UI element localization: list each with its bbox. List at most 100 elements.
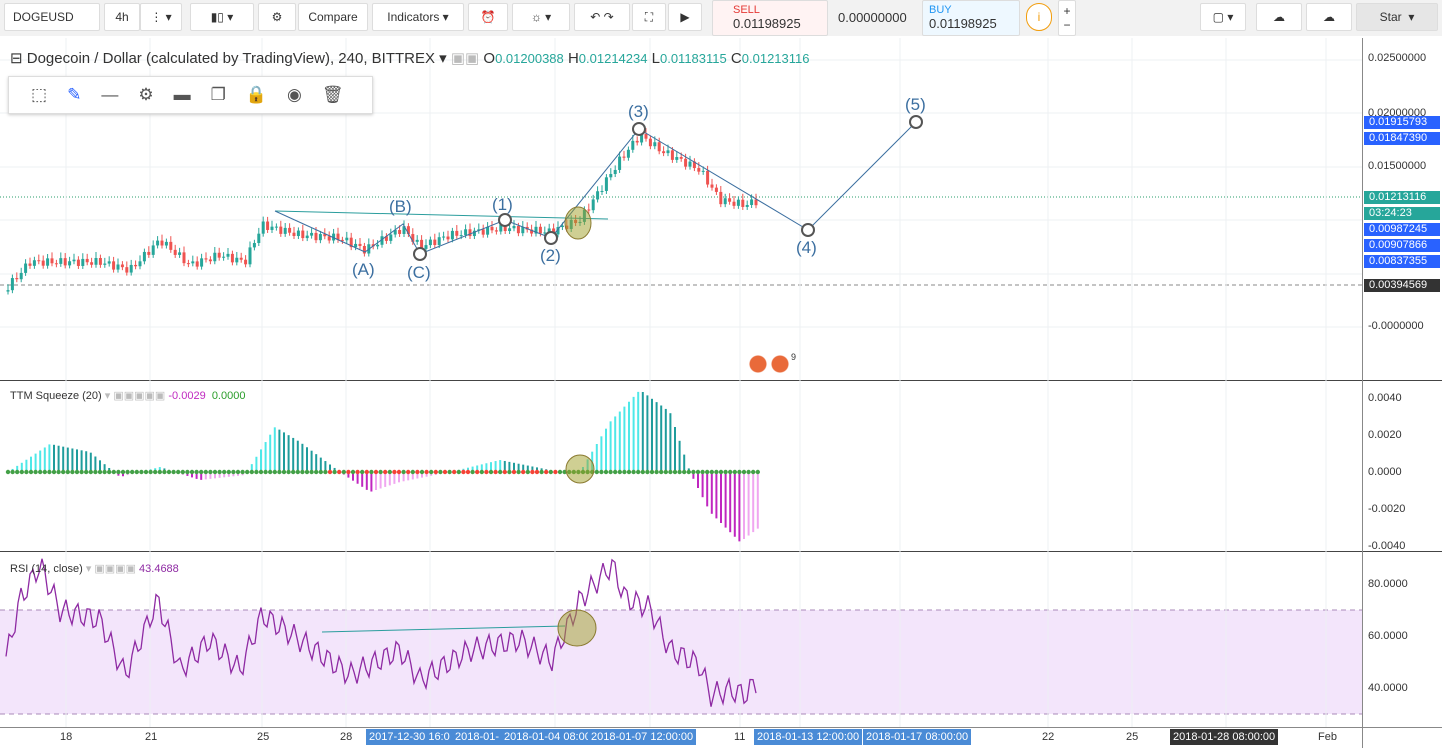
interval: 4h: [115, 10, 129, 24]
layout-button[interactable]: ▢ ▾: [1200, 3, 1246, 31]
ttm-dot: [74, 469, 80, 475]
undo-redo[interactable]: ↶ ↷: [574, 3, 630, 31]
ttm-dot: [442, 469, 448, 475]
candle: [609, 174, 613, 178]
wave-label: (C): [407, 263, 431, 282]
settings-button[interactable]: ⚙: [258, 3, 296, 31]
pen-tool[interactable]: ✎: [67, 85, 82, 104]
highlight: [565, 454, 595, 484]
line-style[interactable]: —: [101, 85, 119, 104]
theme-button[interactable]: ☼ ▾: [512, 3, 570, 31]
clone-tool[interactable]: ❐: [210, 85, 226, 104]
candle: [257, 233, 261, 244]
ttm-dot: [691, 469, 696, 475]
delete-tool[interactable]: 🗑: [321, 85, 344, 104]
price-tag: 0.00907866: [1364, 239, 1440, 252]
candle: [697, 168, 701, 172]
candle: [37, 260, 41, 262]
select-tool[interactable]: ⬚: [31, 85, 48, 104]
fullscreen-button[interactable]: ⛶: [632, 3, 666, 31]
load-button[interactable]: ☁: [1256, 3, 1302, 31]
price-tag: 03:24:23: [1364, 207, 1440, 220]
ttm-dot: [51, 469, 57, 475]
candle: [635, 140, 639, 143]
save-button[interactable]: ☁: [1306, 3, 1352, 31]
ttm-dot: [341, 469, 346, 475]
ttm-dot: [15, 469, 20, 475]
ttm-dot: [93, 469, 98, 475]
wave-point: [498, 213, 512, 227]
fill-tool[interactable]: ▬: [173, 85, 191, 104]
candle: [362, 245, 366, 254]
price-tag: 0.01213116: [1364, 191, 1440, 204]
chart-style[interactable]: ▮▯ ▾: [190, 3, 254, 31]
wave-point: [801, 223, 815, 237]
candle: [169, 241, 173, 250]
sell-button[interactable]: SELL 0.01198925: [712, 0, 828, 36]
candle: [679, 157, 683, 159]
star: Star: [1379, 10, 1402, 24]
ttm-dot: [217, 469, 222, 475]
ttm-value: -0.0029: [168, 390, 206, 402]
wave-label: (5): [905, 95, 926, 114]
candle: [68, 261, 72, 266]
ttm-dot: [212, 469, 218, 475]
l-label: L: [651, 50, 660, 67]
compare-button[interactable]: Compare: [298, 3, 368, 31]
ttm-dot: [410, 469, 415, 475]
symbol-input[interactable]: DOGEUSD: [4, 3, 100, 31]
candle: [120, 264, 124, 268]
qty-stepper[interactable]: + −: [1058, 0, 1076, 36]
candle: [512, 225, 516, 229]
ttm-dot: [475, 469, 480, 475]
buy-button[interactable]: BUY 0.01198925: [922, 0, 1020, 36]
ttm-dot: [346, 469, 351, 475]
candle: [32, 260, 36, 266]
interval-button[interactable]: 4h: [104, 3, 140, 31]
replay-button[interactable]: ▶: [668, 3, 702, 31]
ttm-dot: [153, 469, 158, 475]
candle: [248, 247, 252, 265]
candle: [116, 264, 120, 270]
ttm-dot: [189, 469, 195, 475]
ttm-dot: [120, 469, 126, 475]
candle: [195, 261, 199, 267]
candle: [6, 290, 10, 292]
candle: [508, 228, 512, 232]
candle: [85, 258, 89, 263]
candle: [90, 262, 94, 265]
price-label: -0.0000000: [1368, 320, 1424, 332]
ttm-dot: [102, 469, 107, 475]
ttm-dot: [107, 469, 112, 475]
interval-menu[interactable]: ⋮ ▾: [140, 3, 182, 31]
indicators-button[interactable]: Indicators ▾: [372, 3, 464, 31]
ttm-dot: [705, 469, 710, 475]
ttm-dot: [700, 469, 705, 475]
candle: [142, 251, 146, 262]
buy-label: BUY: [929, 4, 952, 16]
ttm-dot: [649, 469, 655, 475]
lock-tool[interactable]: 🔒: [245, 85, 267, 104]
candle: [464, 229, 468, 236]
candle: [741, 199, 745, 207]
ttm-dot: [686, 469, 691, 475]
ttm-dot: [470, 469, 475, 475]
ttm-dot: [24, 469, 29, 475]
star-button[interactable]: Star ▾: [1356, 3, 1438, 31]
sell-label: SELL: [733, 4, 760, 16]
ttm-dot: [737, 469, 742, 475]
time-label: 22: [1042, 731, 1055, 743]
candle: [547, 228, 551, 233]
ttm-dot: [323, 469, 328, 475]
ttm-dot: [194, 469, 199, 475]
info-button[interactable]: i: [1026, 3, 1052, 31]
ttm-dot: [723, 469, 728, 475]
candle: [283, 227, 287, 234]
alert-button[interactable]: ⏰: [468, 3, 508, 31]
candle: [455, 230, 459, 236]
candle: [261, 221, 265, 234]
hide-tool[interactable]: ◉: [286, 85, 302, 104]
wave-label: (2): [540, 246, 561, 265]
settings-tool[interactable]: ⚙: [138, 85, 154, 104]
